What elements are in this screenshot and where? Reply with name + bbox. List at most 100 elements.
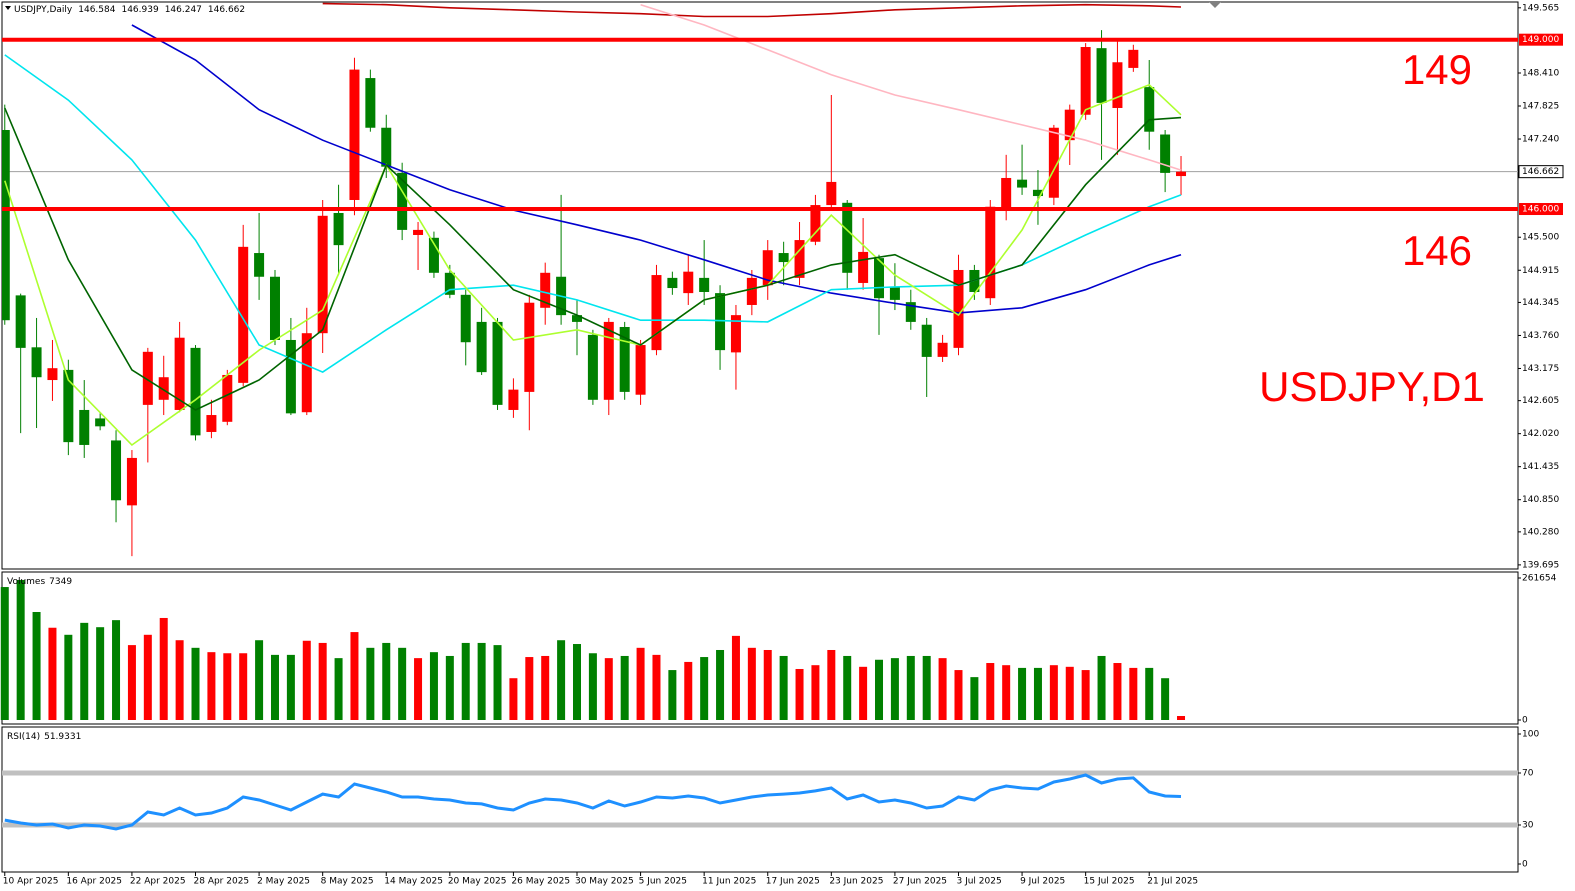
volume-bar	[1065, 666, 1074, 720]
level-label: 146.000	[1522, 205, 1559, 215]
y-tick-label: 144.345	[1522, 298, 1559, 308]
volume-bar	[477, 642, 486, 720]
volume-bar	[1161, 678, 1170, 720]
y-tick-label: 140.280	[1522, 527, 1559, 537]
volume-bar	[445, 655, 454, 720]
candle-body	[889, 286, 900, 300]
volume-bar	[954, 670, 963, 720]
candle-body	[540, 272, 551, 308]
candle-body	[683, 271, 694, 294]
x-tick-label: 26 May 2025	[511, 877, 570, 887]
volume-bar	[48, 627, 57, 720]
x-tick-label: 16 Apr 2025	[66, 877, 122, 887]
x-tick-label: 22 Apr 2025	[130, 877, 186, 887]
menu-arrow	[5, 6, 11, 10]
volume-header: Volumes 7349	[7, 577, 72, 587]
volume-bar	[16, 579, 25, 720]
candle-body	[699, 277, 710, 292]
chart-header: USDJPY,Daily 146.584 146.939 146.247 146.662	[14, 5, 245, 15]
volume-bar	[1145, 667, 1154, 720]
candle-body	[651, 275, 662, 351]
volume-bar	[0, 587, 9, 720]
candle-body	[1048, 127, 1059, 198]
moving-average	[4, 107, 1182, 411]
volume-bar	[366, 647, 375, 720]
candle-body	[1001, 177, 1012, 211]
y-tick-label: 261654	[1522, 574, 1557, 584]
header-field: 51.9331	[44, 732, 81, 742]
level-label-box	[1519, 33, 1563, 46]
axes: 149.565 148.410 147.825 147.240 145.500 144.9…	[2, 3, 1559, 887]
volume-bar	[700, 657, 709, 720]
x-tick-label: 20 May 2025	[448, 877, 507, 887]
candle-body	[2, 129, 10, 321]
rsi-panel	[1, 726, 1519, 873]
volume-bar	[970, 677, 979, 720]
level-label-box	[1519, 203, 1563, 216]
annotation: 149	[1402, 46, 1472, 93]
candle-body	[746, 277, 757, 305]
candle-body	[190, 347, 201, 436]
x-tick-label: 17 Jun 2025	[766, 877, 820, 887]
x-tick-label: 27 Jun 2025	[893, 877, 947, 887]
candle-body	[874, 258, 885, 299]
candle-body	[47, 368, 58, 381]
current-price-label: 146.662	[1522, 167, 1559, 177]
y-tick-label: 149.565	[1522, 3, 1559, 13]
volume-bar	[1113, 663, 1122, 720]
x-tick-label: 9 Jul 2025	[1020, 877, 1065, 887]
volume-bar	[843, 655, 852, 720]
volume-bar	[779, 655, 788, 720]
candle-body	[476, 321, 487, 373]
candle-body	[333, 212, 344, 246]
candle-body	[985, 206, 996, 299]
volume-bar	[32, 612, 41, 720]
candle-body	[1144, 87, 1155, 132]
candle-body	[413, 229, 424, 235]
candle-body	[1160, 134, 1171, 173]
header-field: RSI(14)	[7, 732, 40, 742]
candle-body	[349, 69, 360, 200]
moving-average	[4, 83, 1182, 447]
candle-body	[715, 293, 726, 351]
volume-bar	[525, 657, 534, 720]
price-marks	[2, 2, 1518, 557]
header-field: 146.247	[165, 5, 202, 15]
y-tick-label: 140.850	[1522, 495, 1559, 505]
volume-bar	[509, 678, 518, 720]
candle-body	[937, 342, 948, 357]
volume-bar	[1081, 670, 1090, 720]
candle-body	[428, 237, 439, 273]
candle-body	[524, 302, 535, 392]
y-tick-label: 145.500	[1522, 233, 1559, 243]
volume-bar	[827, 649, 836, 720]
header-field: 146.939	[121, 5, 158, 15]
candle-body	[619, 326, 630, 392]
candle-body	[460, 294, 471, 343]
volume-bar	[175, 640, 184, 720]
candle-body	[15, 295, 26, 348]
volume-bar	[541, 655, 550, 720]
volume-bar	[716, 649, 725, 720]
candle-body	[444, 272, 455, 295]
volume-bar	[127, 645, 136, 720]
candle-body	[381, 127, 392, 167]
x-tick-label: 11 Jun 2025	[702, 877, 756, 887]
rsi-header: RSI(14) 51.9331	[7, 732, 81, 742]
volume-bar	[922, 655, 931, 720]
volume-bar	[350, 632, 359, 720]
candle-body	[508, 389, 519, 410]
x-tick-label: 15 Jul 2025	[1084, 877, 1135, 887]
candle-body	[794, 240, 805, 278]
volume-bar	[96, 627, 105, 720]
y-tick-label: 139.695	[1522, 560, 1559, 570]
volume-bar	[604, 658, 613, 720]
candle-body	[365, 78, 376, 128]
candle-body	[969, 269, 980, 292]
candle-body	[238, 246, 249, 383]
x-tick-label: 2 May 2025	[257, 877, 310, 887]
volume-bar	[270, 654, 279, 720]
candle-body	[206, 415, 217, 432]
volume-bar	[859, 666, 868, 720]
volume-bar	[334, 658, 343, 720]
